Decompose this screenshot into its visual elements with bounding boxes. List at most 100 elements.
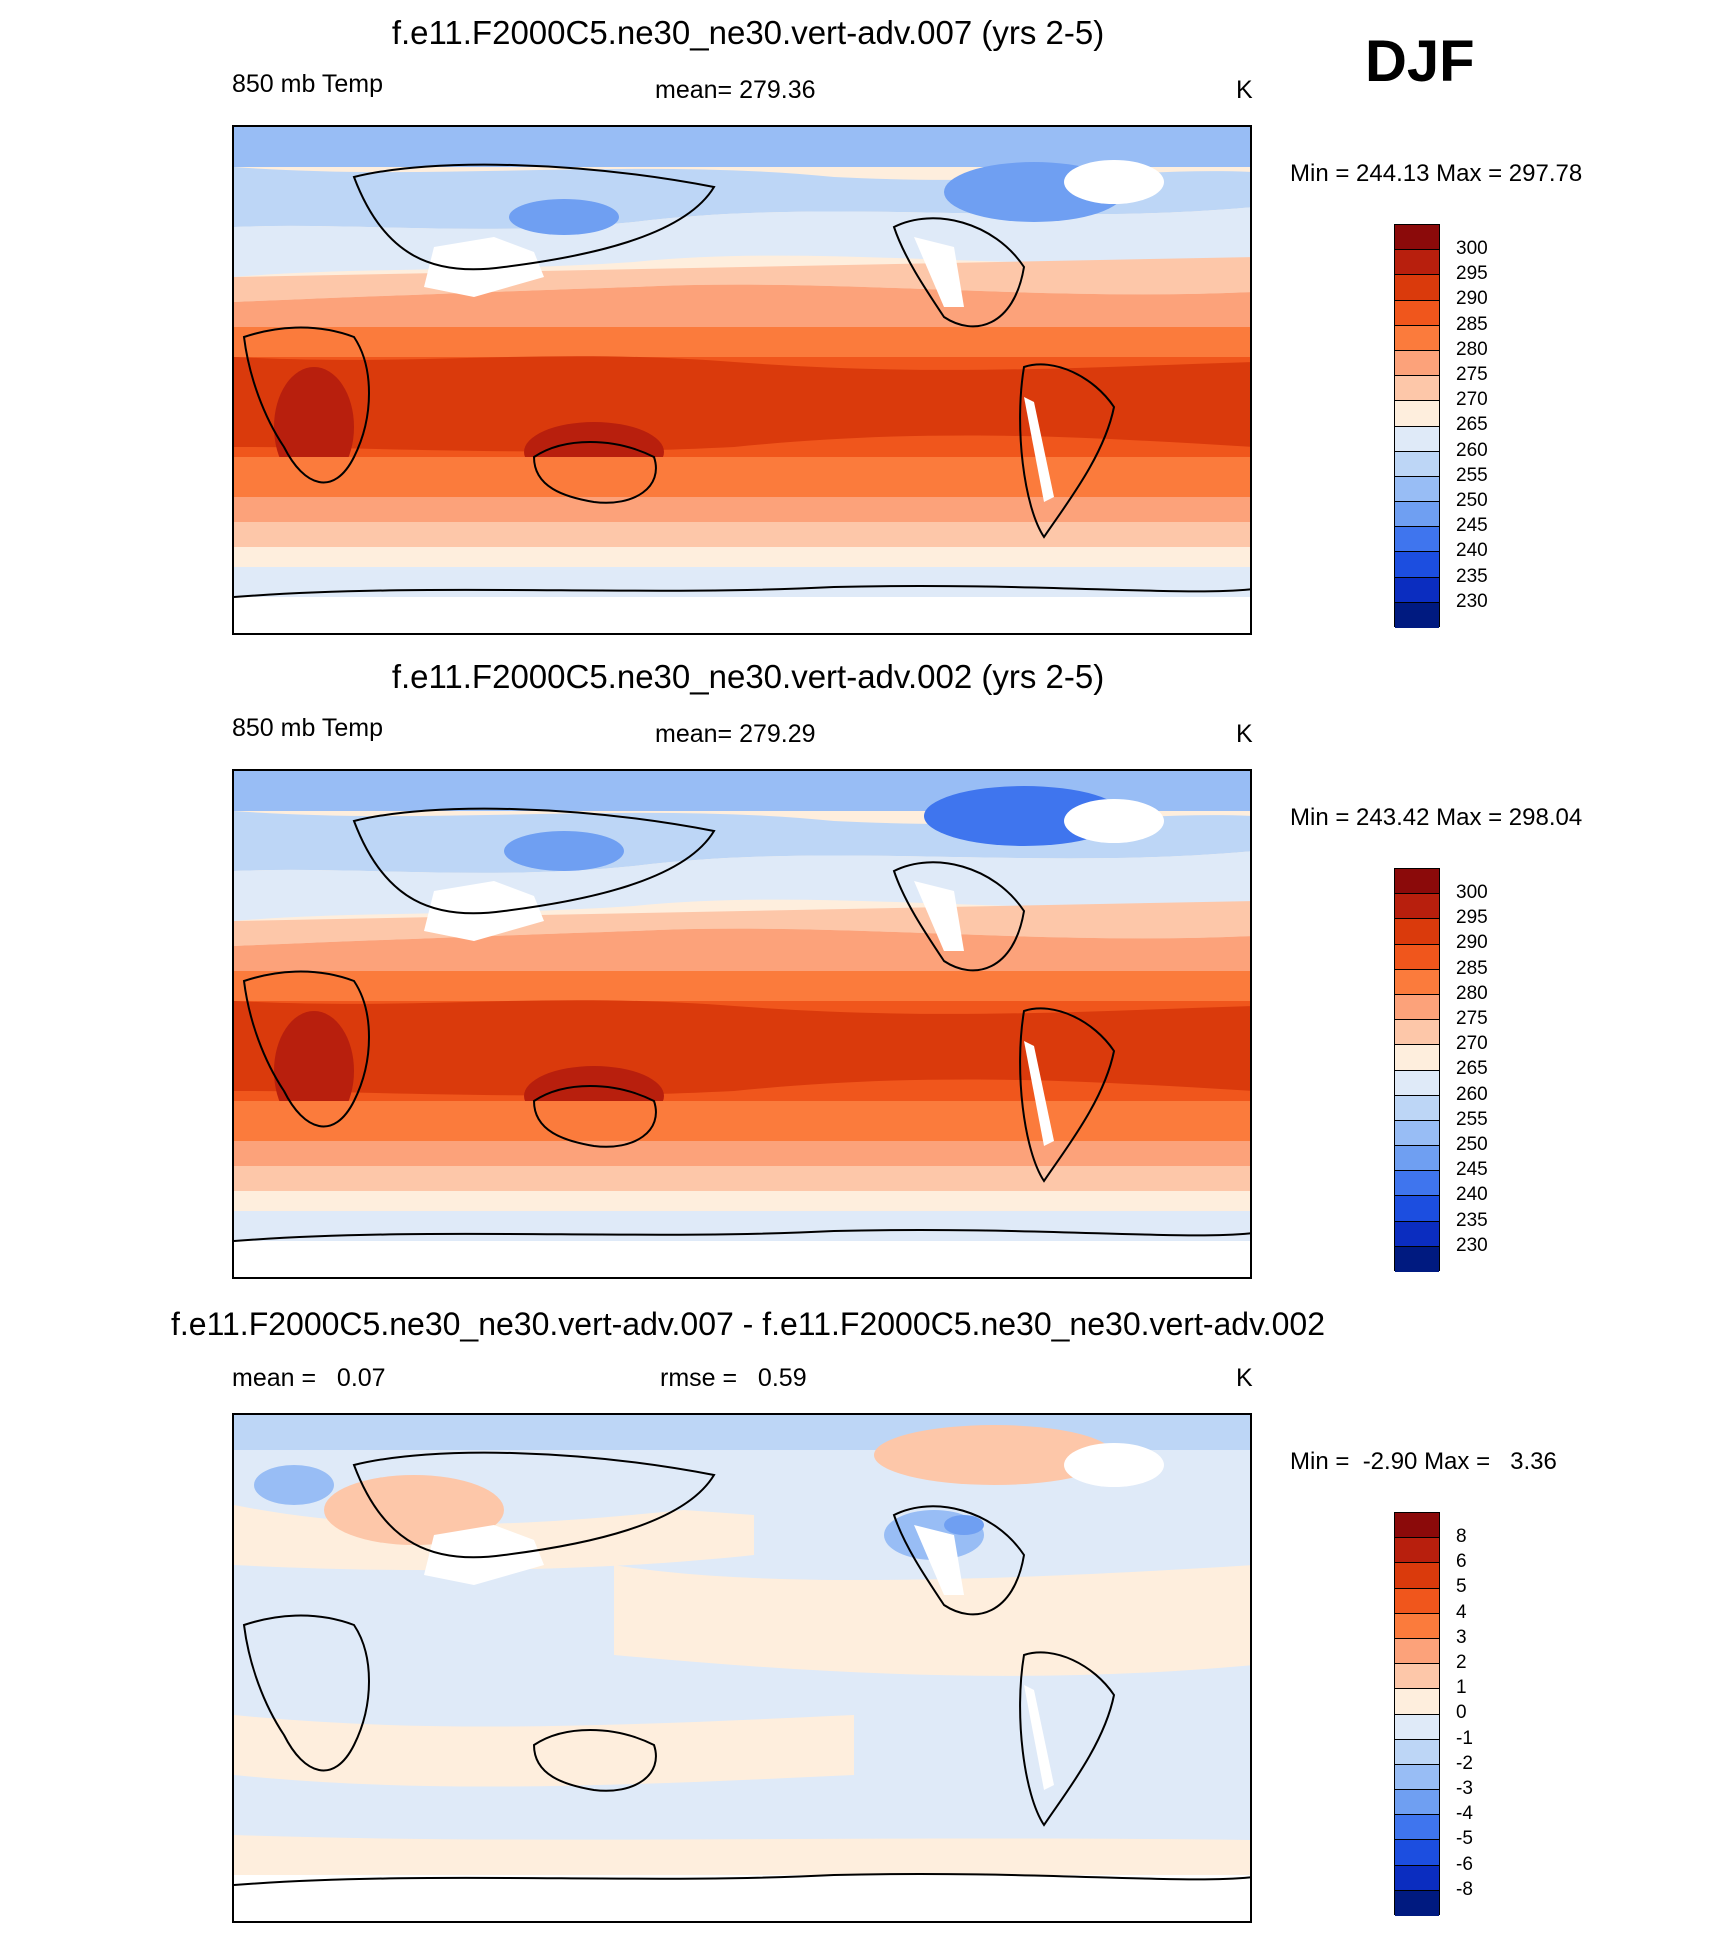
colorbar-box (1395, 1588, 1439, 1614)
colorbar-box (1395, 1538, 1439, 1564)
colorbar-box (1395, 602, 1439, 628)
panel-2-colorbar (1394, 868, 1440, 1272)
panel-2-variable-label: 850 mb Temp (232, 714, 384, 742)
colorbar-box (1395, 1865, 1439, 1891)
colorbar-label: 255 (1456, 1108, 1488, 1130)
colorbar-label: 265 (1456, 1058, 1488, 1080)
colorbar-label: -8 (1456, 1878, 1473, 1900)
colorbar-box (1395, 577, 1439, 603)
colorbar-label: 285 (1456, 957, 1488, 979)
panel-2-mean-label: mean= 279.29 (655, 720, 816, 748)
colorbar-box (1395, 1095, 1439, 1121)
colorbar-box (1395, 1815, 1439, 1841)
colorbar-box (1395, 1613, 1439, 1639)
panel-3-map (232, 1413, 1252, 1923)
panel-3-rmse-label: rmse = 0.59 (660, 1364, 807, 1392)
colorbar-box (1395, 1196, 1439, 1222)
colorbar-box (1395, 1890, 1439, 1916)
colorbar-label: 285 (1456, 313, 1488, 335)
colorbar-label: 4 (1456, 1601, 1467, 1623)
colorbar-box (1395, 300, 1439, 326)
colorbar-box (1395, 1840, 1439, 1866)
panel-1-title: f.e11.F2000C5.ne30_ne30.vert-adv.007 (yr… (391, 14, 1105, 51)
colorbar-label: 245 (1456, 515, 1488, 537)
colorbar-box (1395, 325, 1439, 351)
colorbar-box (1395, 502, 1439, 528)
season-label: DJF (1365, 29, 1475, 94)
panel-1-units: K (1236, 76, 1253, 104)
panel-3-mean-label: mean = 0.07 (232, 1364, 386, 1392)
colorbar-label: 250 (1456, 1134, 1488, 1155)
colorbar-box (1395, 250, 1439, 276)
colorbar-label: 8 (1456, 1526, 1467, 1547)
colorbar-label: 2 (1456, 1652, 1467, 1673)
colorbar-label: 250 (1456, 490, 1488, 511)
panel-2-minmax: Min = 243.42 Max = 298.04 (1290, 804, 1583, 831)
colorbar-label: 260 (1456, 1083, 1488, 1105)
panel-1-variable-label: 850 mb Temp (232, 70, 384, 98)
panel-1-colorbar (1394, 224, 1440, 628)
colorbar-label: 290 (1456, 288, 1488, 310)
colorbar-box (1395, 1563, 1439, 1589)
colorbar-label: 240 (1456, 1184, 1488, 1206)
colorbar-label: 275 (1456, 364, 1488, 385)
colorbar-label: 275 (1456, 1008, 1488, 1029)
colorbar-box (1395, 1638, 1439, 1665)
panel-2-units: K (1236, 720, 1253, 748)
colorbar-label: 3 (1456, 1626, 1467, 1648)
colorbar-box (1395, 401, 1439, 427)
colorbar-label: 300 (1456, 238, 1488, 259)
colorbar-label: 260 (1456, 439, 1488, 461)
colorbar-box (1395, 994, 1439, 1021)
colorbar-box (1395, 552, 1439, 578)
colorbar-box (1395, 1739, 1439, 1765)
colorbar-label: 270 (1456, 1033, 1488, 1055)
colorbar-box (1395, 1171, 1439, 1197)
panel-2-map (232, 769, 1252, 1279)
colorbar-label: -3 (1456, 1778, 1473, 1799)
colorbar-label: 0 (1456, 1702, 1467, 1724)
colorbar-label: -4 (1456, 1803, 1473, 1825)
colorbar-box (1395, 376, 1439, 402)
colorbar-label: 235 (1456, 1209, 1488, 1231)
colorbar-label: 6 (1456, 1551, 1467, 1573)
panel-3-minmax: Min = -2.90 Max = 3.36 (1290, 1448, 1557, 1475)
colorbar-label: 230 (1456, 1234, 1488, 1256)
colorbar-label: 280 (1456, 338, 1488, 360)
colorbar-box (1395, 451, 1439, 477)
colorbar-box (1395, 969, 1439, 995)
colorbar-box (1395, 869, 1439, 895)
colorbar-label: 265 (1456, 414, 1488, 436)
panel-1-minmax: Min = 244.13 Max = 297.78 (1290, 160, 1583, 187)
colorbar-label: 255 (1456, 464, 1488, 486)
colorbar-box (1395, 527, 1439, 553)
colorbar-label: -6 (1456, 1853, 1473, 1875)
colorbar-box (1395, 1664, 1439, 1690)
colorbar-box (1395, 426, 1439, 452)
colorbar-label: 1 (1456, 1677, 1467, 1699)
colorbar-box (1395, 1689, 1439, 1715)
panel-3-colorbar (1394, 1512, 1440, 1916)
panel-3-units: K (1236, 1364, 1253, 1392)
colorbar-box (1395, 1045, 1439, 1071)
colorbar-box (1395, 1790, 1439, 1816)
colorbar-label: 230 (1456, 590, 1488, 612)
colorbar-box (1395, 1246, 1439, 1272)
panel-3-title: f.e11.F2000C5.ne30_ne30.vert-adv.007 - f… (171, 1306, 1325, 1342)
colorbar-box (1395, 1120, 1439, 1147)
colorbar-label: 270 (1456, 389, 1488, 411)
colorbar-box (1395, 1764, 1439, 1791)
colorbar-box (1395, 944, 1439, 970)
colorbar-box (1395, 476, 1439, 503)
colorbar-label: 295 (1456, 907, 1488, 929)
colorbar-label: 5 (1456, 1576, 1467, 1598)
panel-1-map (232, 125, 1252, 635)
colorbar-label: 300 (1456, 882, 1488, 903)
colorbar-label: 290 (1456, 932, 1488, 954)
colorbar-label: 235 (1456, 565, 1488, 587)
colorbar-box (1395, 275, 1439, 301)
colorbar-box (1395, 225, 1439, 251)
colorbar-label: 280 (1456, 982, 1488, 1004)
colorbar-label: 240 (1456, 540, 1488, 562)
colorbar-box (1395, 1020, 1439, 1046)
